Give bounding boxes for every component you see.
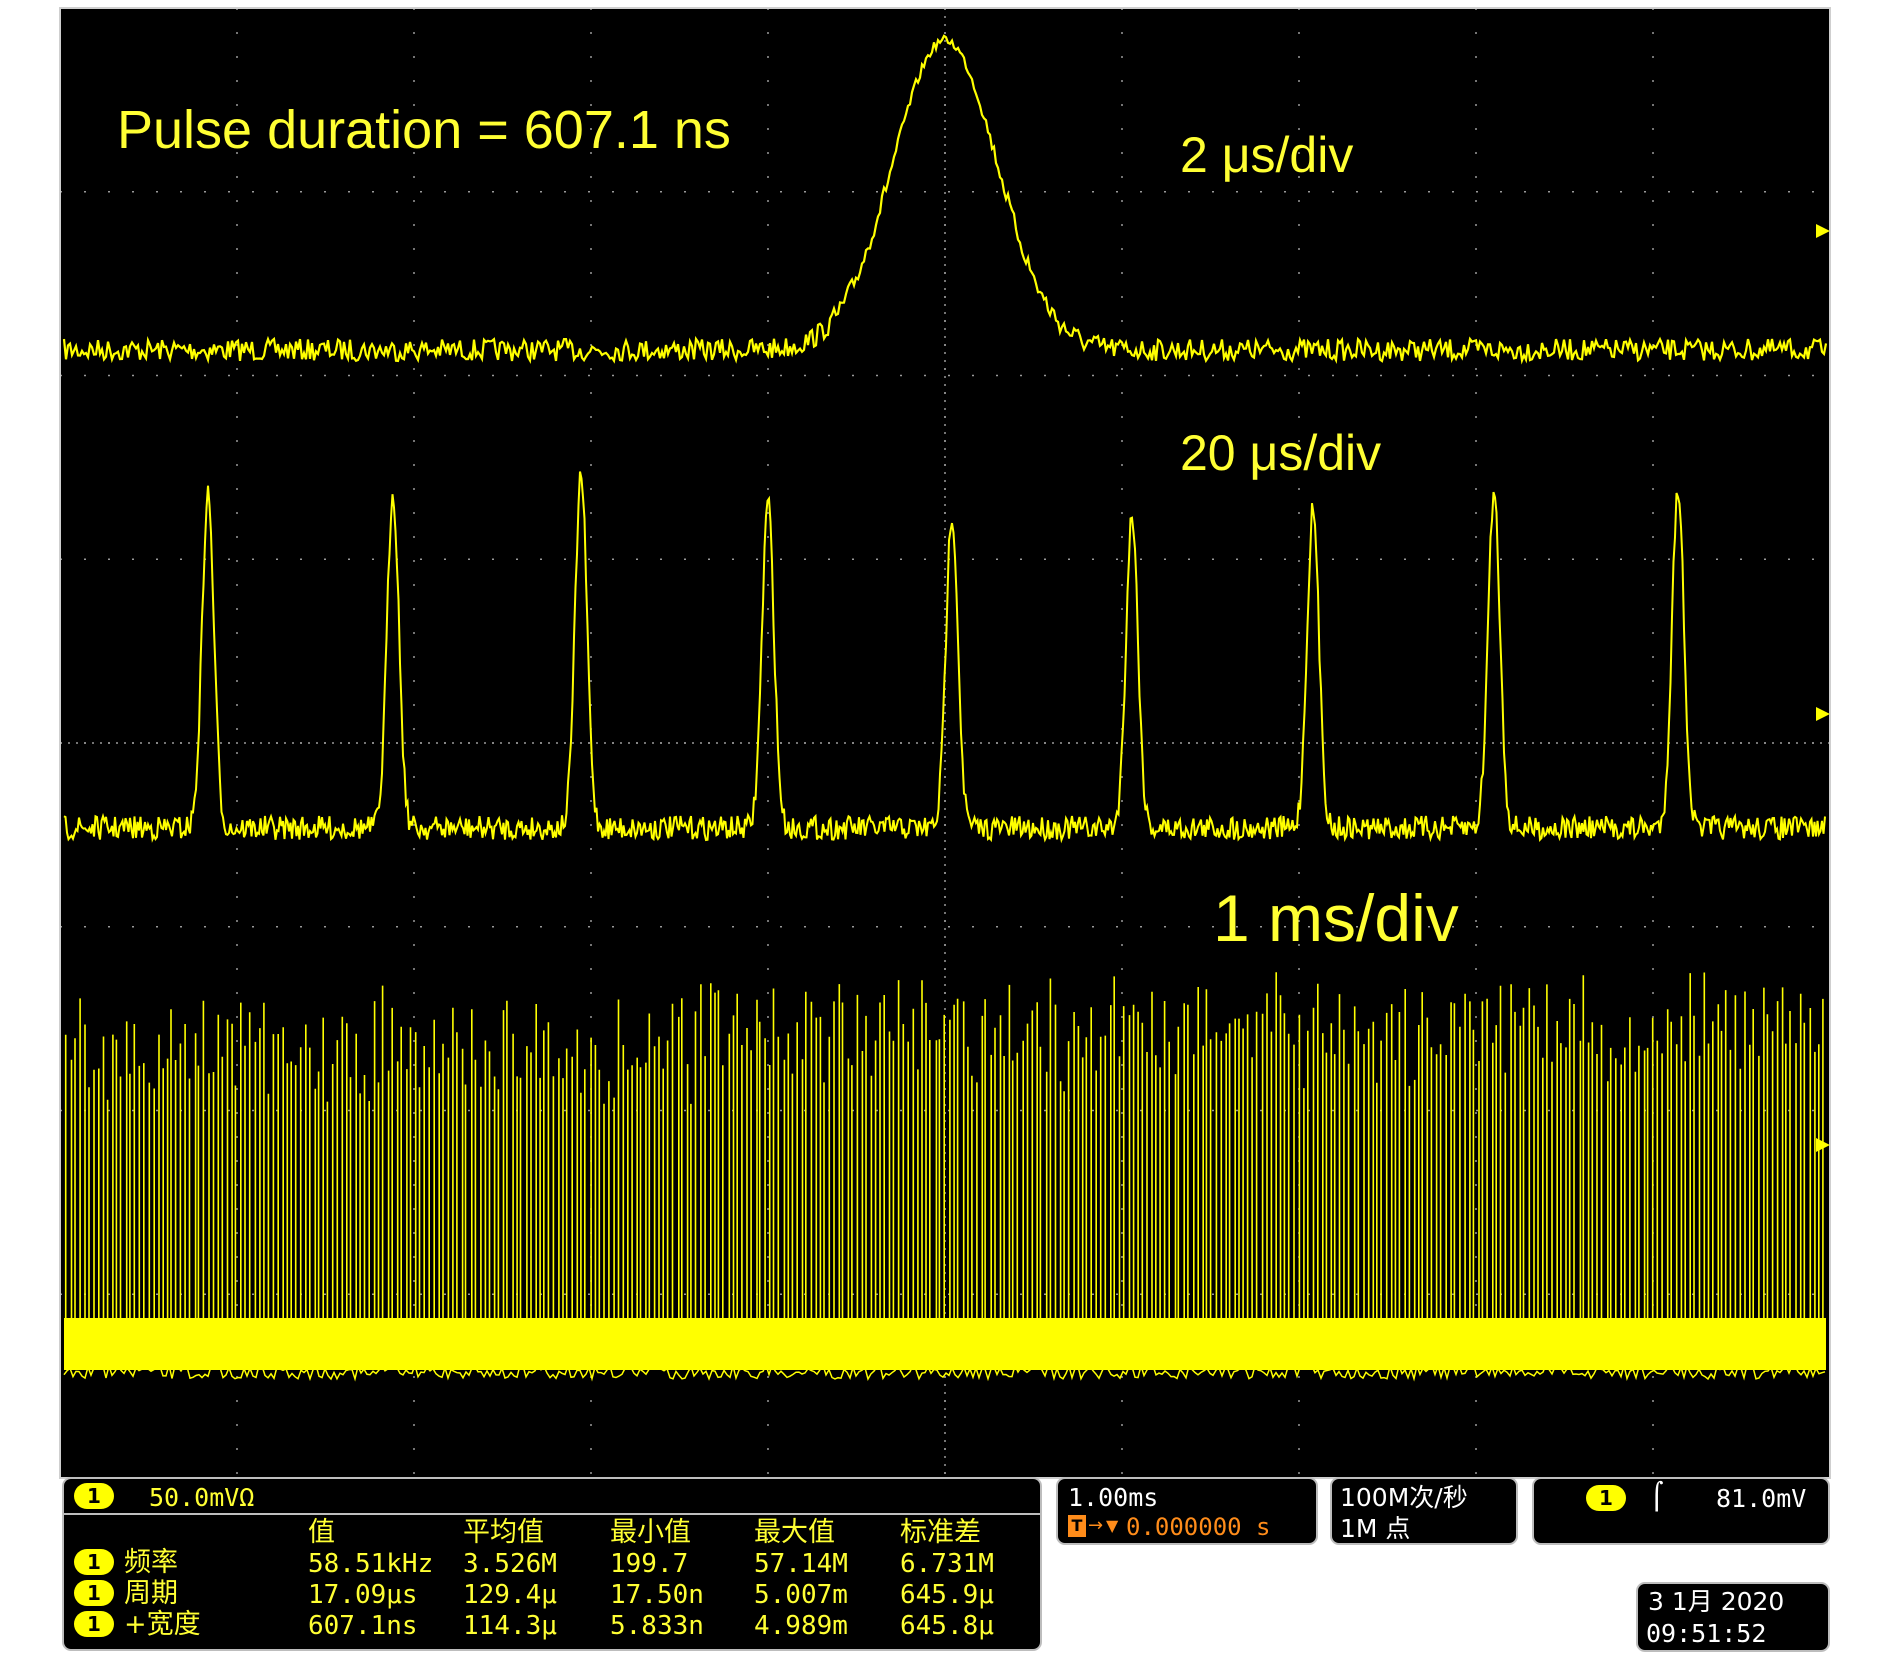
measurement-mean: 3.526M (463, 1549, 557, 1579)
measurement-name: 频率 (124, 1547, 178, 1578)
measurement-header-mean: 平均值 (463, 1517, 544, 1548)
measurement-max: 57.14M (754, 1549, 848, 1579)
channel-scale-value: 50.0mVΩ (149, 1483, 255, 1512)
channel-1-badge: 1 (74, 1549, 114, 1575)
trigger-position-value: 0.000000 s (1126, 1513, 1271, 1541)
timebase-scale: 1.00ms (1068, 1483, 1159, 1512)
measurement-header-value: 值 (308, 1517, 335, 1548)
timebase-label-top: 2 μs/div (1180, 127, 1354, 183)
datetime-panel: 3 1月 2020 09:51:52 (1636, 1582, 1830, 1652)
measurement-name: 周期 (124, 1578, 178, 1609)
measurement-header-min: 最小值 (610, 1517, 691, 1548)
level-marker-icon (1816, 224, 1830, 238)
measurement-header-max: 最大值 (754, 1517, 835, 1548)
measurement-std: 6.731M (900, 1549, 994, 1579)
timebase-label-middle: 20 μs/div (1180, 425, 1382, 481)
trace-single-pulse (62, 34, 1828, 365)
measurements-panel[interactable]: 值 平均值 最小值 最大值 标准差 1 频率 58.51kHz 3.526M 1… (62, 1513, 1042, 1651)
level-marker-icon (1816, 1138, 1830, 1152)
measurement-max: 4.989m (754, 1611, 848, 1641)
date: 3 1月 2020 (1648, 1587, 1785, 1616)
measurement-min: 17.50n (610, 1580, 704, 1610)
measurement-value: 17.09μs (308, 1580, 418, 1610)
trigger-marker-icon: ▼ (1106, 1516, 1119, 1535)
level-marker-icon (1816, 707, 1830, 721)
channel-level-markers (1816, 224, 1830, 1152)
time: 09:51:52 (1646, 1619, 1767, 1648)
measurement-std: 645.8μ (900, 1611, 994, 1641)
measurement-min: 5.833n (610, 1611, 704, 1641)
channel-scale-panel[interactable]: 1 50.0mVΩ (62, 1477, 1042, 1513)
acquisition-panel[interactable]: 100M次/秒 1M 点 (1330, 1477, 1518, 1545)
channel-1-badge: 1 (74, 1580, 114, 1606)
trace-dense-noise (63, 1362, 1826, 1382)
measurement-min: 199.7 (610, 1549, 689, 1579)
trigger-panel[interactable]: 1 ⌠ 81.0mV (1532, 1477, 1830, 1545)
trigger-position-icon: T (1068, 1515, 1086, 1537)
trigger-level: 81.0mV (1716, 1484, 1807, 1513)
channel-1-badge: 1 (1586, 1485, 1626, 1511)
record-length: 1M 点 (1340, 1514, 1411, 1543)
channel-1-badge: 1 (74, 1483, 114, 1509)
sample-rate: 100M次/秒 (1340, 1483, 1468, 1512)
pulse-duration-label: Pulse duration = 607.1 ns (117, 100, 731, 160)
measurement-name: +宽度 (124, 1609, 201, 1640)
trace-pulse-train (63, 471, 1826, 844)
measurement-header-std: 标准差 (900, 1517, 981, 1548)
timebase-label-bottom: 1 ms/div (1213, 881, 1459, 955)
measurement-value: 607.1ns (308, 1611, 418, 1641)
channel-1-badge: 1 (74, 1611, 114, 1637)
measurement-mean: 114.3μ (463, 1611, 557, 1641)
waveform-traces (62, 34, 1828, 1382)
rising-edge-icon: ⌠ (1650, 1482, 1664, 1512)
measurement-value: 58.51kHz (308, 1549, 434, 1579)
measurement-max: 5.007m (754, 1580, 848, 1610)
measurement-std: 645.9μ (900, 1580, 994, 1610)
measurement-mean: 129.4μ (463, 1580, 557, 1610)
trace-dense-pulses (64, 972, 1824, 1345)
timebase-panel[interactable]: 1.00ms T → ▼ 0.000000 s (1056, 1477, 1318, 1545)
arrow-right-icon: → (1088, 1515, 1104, 1536)
